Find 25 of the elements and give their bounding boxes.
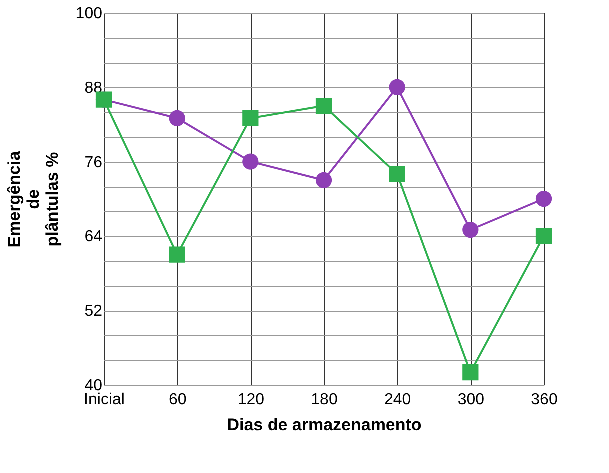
point (536, 228, 552, 244)
point (169, 110, 186, 126)
point (389, 166, 406, 182)
point (242, 110, 259, 126)
point (169, 246, 186, 263)
x-tick-label: Inicial (84, 392, 125, 408)
point (389, 79, 406, 96)
point (536, 190, 552, 208)
point (316, 98, 332, 114)
point (316, 172, 332, 188)
point (242, 154, 259, 170)
x-tick-label: 240 (384, 392, 412, 408)
y-tick-label: 100 (76, 6, 103, 22)
x-tick-label: 360 (531, 392, 558, 408)
x-tick-label: 180 (311, 392, 338, 408)
x-tick-label: 120 (238, 392, 265, 408)
y-tick-label: 52 (84, 303, 103, 320)
x-axis-title: Dias de armazenamento (227, 416, 422, 434)
y-axis-title: Emergência de plântulas % (4, 150, 62, 248)
y-tick-label: 64 (84, 228, 103, 246)
x-tick-label: 300 (458, 392, 485, 408)
point (462, 364, 479, 381)
point (462, 222, 479, 238)
x-tick-label: 60 (168, 392, 187, 408)
y-tick-label: 76 (84, 154, 103, 172)
